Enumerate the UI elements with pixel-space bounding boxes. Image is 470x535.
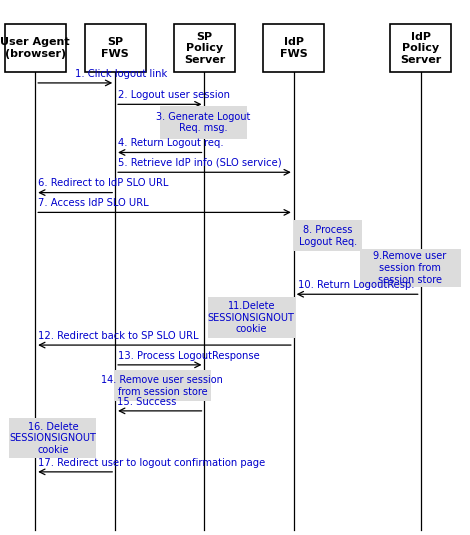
Text: SP
FWS: SP FWS [101, 37, 129, 59]
FancyBboxPatch shape [9, 418, 96, 458]
Text: IdP
Policy
Server: IdP Policy Server [400, 32, 441, 65]
FancyBboxPatch shape [360, 249, 461, 287]
Text: 4. Return Logout req.: 4. Return Logout req. [118, 138, 223, 148]
Text: 7. Access IdP SLO URL: 7. Access IdP SLO URL [38, 198, 148, 208]
FancyBboxPatch shape [294, 220, 362, 251]
FancyBboxPatch shape [160, 106, 247, 139]
Text: SP
Policy
Server: SP Policy Server [184, 32, 225, 65]
Text: 8. Process
Logout Req.: 8. Process Logout Req. [299, 225, 357, 247]
FancyBboxPatch shape [5, 24, 66, 72]
Text: 14. Remove user session
from session store: 14. Remove user session from session sto… [102, 375, 223, 396]
FancyBboxPatch shape [263, 24, 324, 72]
Text: 1. Click logout link: 1. Click logout link [75, 68, 167, 79]
Text: 17. Redirect user to logout confirmation page: 17. Redirect user to logout confirmation… [38, 457, 265, 468]
Text: 3. Generate Logout
Req. msg.: 3. Generate Logout Req. msg. [156, 112, 251, 133]
FancyBboxPatch shape [390, 24, 451, 72]
Text: User Agent
(browser): User Agent (browser) [0, 37, 70, 59]
Text: 9.Remove user
session from
session store: 9.Remove user session from session store [374, 251, 446, 285]
FancyBboxPatch shape [85, 24, 146, 72]
Text: 16. Delete
SESSIONSIGNOUT
cookie: 16. Delete SESSIONSIGNOUT cookie [9, 422, 96, 455]
Text: 11.Delete
SESSIONSIGNOUT
cookie: 11.Delete SESSIONSIGNOUT cookie [208, 301, 295, 334]
Text: 15. Success: 15. Success [117, 396, 176, 407]
Text: 13. Process LogoutResponse: 13. Process LogoutResponse [118, 350, 259, 361]
FancyBboxPatch shape [208, 297, 295, 338]
Text: 5. Retrieve IdP info (SLO service): 5. Retrieve IdP info (SLO service) [118, 158, 281, 168]
Text: 12. Redirect back to SP SLO URL: 12. Redirect back to SP SLO URL [38, 331, 198, 341]
Text: IdP
FWS: IdP FWS [280, 37, 308, 59]
FancyBboxPatch shape [174, 24, 235, 72]
Text: 6. Redirect to IdP SLO URL: 6. Redirect to IdP SLO URL [38, 178, 168, 188]
Text: 10. Return LogoutResp.: 10. Return LogoutResp. [298, 280, 415, 290]
Text: 2. Logout user session: 2. Logout user session [118, 90, 229, 100]
FancyBboxPatch shape [114, 370, 211, 401]
